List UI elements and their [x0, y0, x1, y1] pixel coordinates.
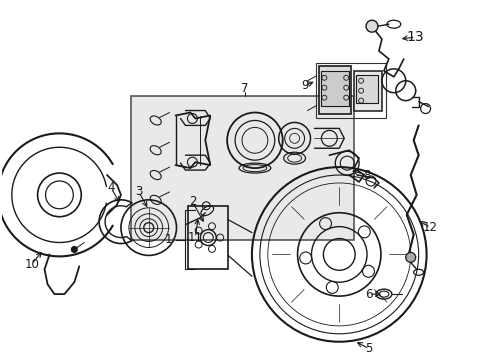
- Text: 9: 9: [300, 79, 307, 92]
- Bar: [321, 71, 348, 105]
- Text: 12: 12: [422, 221, 437, 234]
- Bar: [316, 63, 385, 118]
- Bar: [355, 75, 377, 103]
- Text: 13: 13: [406, 30, 424, 44]
- Text: 7: 7: [241, 82, 248, 95]
- Bar: [319, 66, 350, 113]
- Text: 1: 1: [164, 233, 172, 246]
- Circle shape: [71, 247, 77, 252]
- Circle shape: [366, 20, 377, 32]
- Text: 2: 2: [188, 195, 196, 208]
- Text: 10: 10: [24, 258, 39, 271]
- Text: 4: 4: [107, 181, 115, 194]
- Text: 3: 3: [135, 185, 142, 198]
- Circle shape: [405, 252, 415, 262]
- Bar: [131, 96, 353, 239]
- Bar: [353, 71, 381, 111]
- Text: 8: 8: [363, 168, 370, 181]
- Text: 11: 11: [187, 231, 203, 244]
- Text: 5: 5: [365, 342, 372, 355]
- Bar: [188, 206, 228, 269]
- Text: 6: 6: [365, 288, 372, 301]
